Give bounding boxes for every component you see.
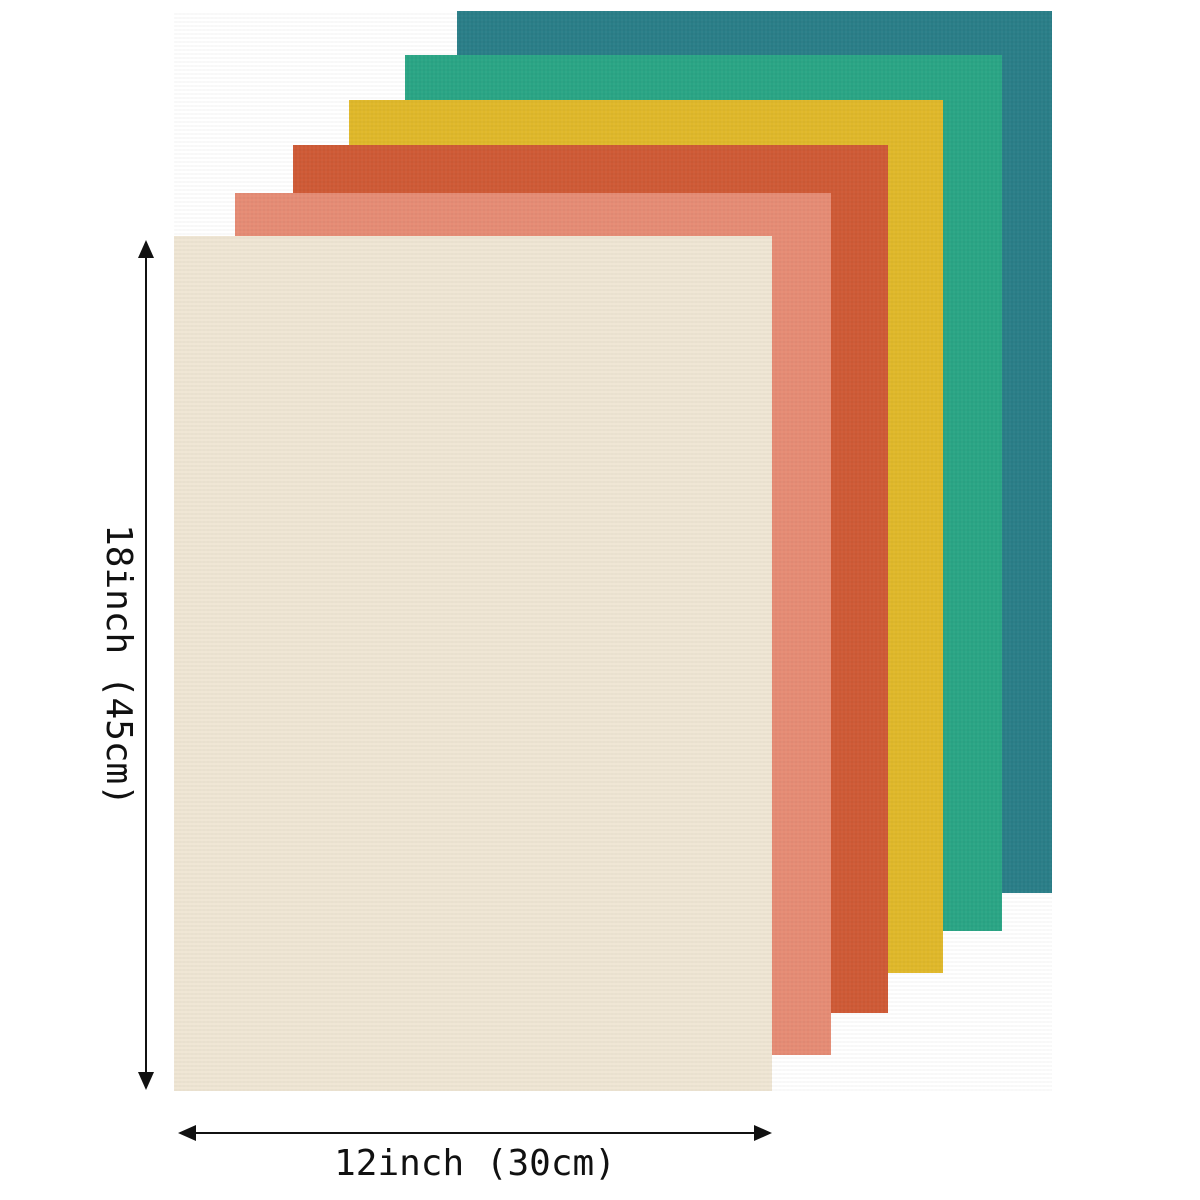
- texture: [174, 11, 1052, 1091]
- width-label: 12inch (30cm): [334, 1143, 616, 1184]
- height-label: 18inch (45cm): [98, 524, 139, 806]
- fabric-sheets: [174, 11, 1052, 1091]
